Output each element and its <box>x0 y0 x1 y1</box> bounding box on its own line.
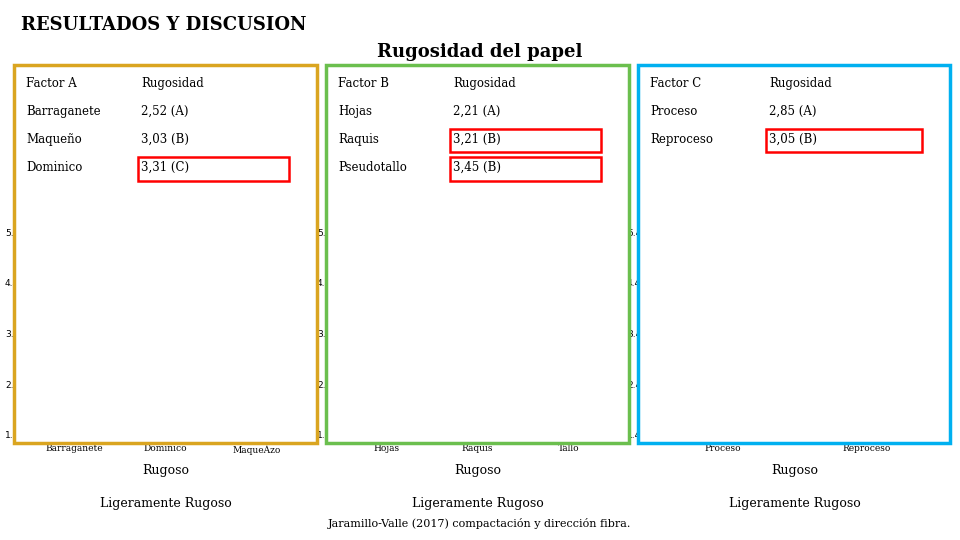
Text: Factor A: Factor A <box>26 77 77 90</box>
Text: Barraganete: Barraganete <box>26 105 101 118</box>
Text: 2,21 (A): 2,21 (A) <box>453 105 501 118</box>
Text: 3,45: 3,45 <box>557 285 581 294</box>
Text: 3,31: 3,31 <box>154 295 178 304</box>
Text: 2,85: 2,85 <box>711 330 734 340</box>
Text: 2,52 (A): 2,52 (A) <box>141 105 189 118</box>
Text: Rugosidad: Rugosidad <box>770 77 832 90</box>
Text: Rugoso: Rugoso <box>454 464 501 477</box>
Text: 3,45 (B): 3,45 (B) <box>453 161 501 174</box>
Text: Rugoso: Rugoso <box>771 464 818 477</box>
Text: 2,52: 2,52 <box>62 344 86 353</box>
Text: 2,85 (A): 2,85 (A) <box>770 105 817 118</box>
PathPatch shape <box>830 342 902 373</box>
Text: Rugoso: Rugoso <box>142 464 189 477</box>
Text: Reproceso: Reproceso <box>650 133 713 146</box>
Text: 3,31: 3,31 <box>466 300 490 309</box>
PathPatch shape <box>546 317 591 339</box>
Text: 3,21 (B): 3,21 (B) <box>453 133 501 146</box>
Text: Dominico: Dominico <box>26 161 83 174</box>
PathPatch shape <box>52 373 97 389</box>
PathPatch shape <box>143 319 188 356</box>
PathPatch shape <box>364 379 409 404</box>
PathPatch shape <box>234 342 279 368</box>
Text: Rugosidad: Rugosidad <box>141 77 204 90</box>
PathPatch shape <box>455 327 500 349</box>
Text: Maqueño: Maqueño <box>26 133 82 146</box>
Text: 3,31 (C): 3,31 (C) <box>141 161 189 174</box>
Text: 2,21: 2,21 <box>374 353 398 362</box>
Text: Raquis: Raquis <box>338 133 379 146</box>
Text: 3,03: 3,03 <box>245 320 269 329</box>
Text: Pseudotallo: Pseudotallo <box>338 161 407 174</box>
Text: 3,05: 3,05 <box>855 265 878 274</box>
Text: Ligeramente Rugoso: Ligeramente Rugoso <box>729 497 860 510</box>
Text: 3,03 (B): 3,03 (B) <box>141 133 189 146</box>
PathPatch shape <box>687 353 758 383</box>
Text: Ligeramente Rugoso: Ligeramente Rugoso <box>412 497 543 510</box>
Text: RESULTADOS Y DISCUSION: RESULTADOS Y DISCUSION <box>21 16 306 34</box>
Text: Factor B: Factor B <box>338 77 389 90</box>
Text: Rugosidad del papel: Rugosidad del papel <box>377 43 583 61</box>
Text: 3,05 (B): 3,05 (B) <box>770 133 818 146</box>
Text: Jaramillo-Valle (2017) compactación y dirección fibra.: Jaramillo-Valle (2017) compactación y di… <box>328 518 632 529</box>
Text: Hojas: Hojas <box>338 105 372 118</box>
Text: Rugosidad: Rugosidad <box>453 77 516 90</box>
Text: Ligeramente Rugoso: Ligeramente Rugoso <box>100 497 231 510</box>
Text: Proceso: Proceso <box>650 105 697 118</box>
Text: Factor C: Factor C <box>650 77 701 90</box>
